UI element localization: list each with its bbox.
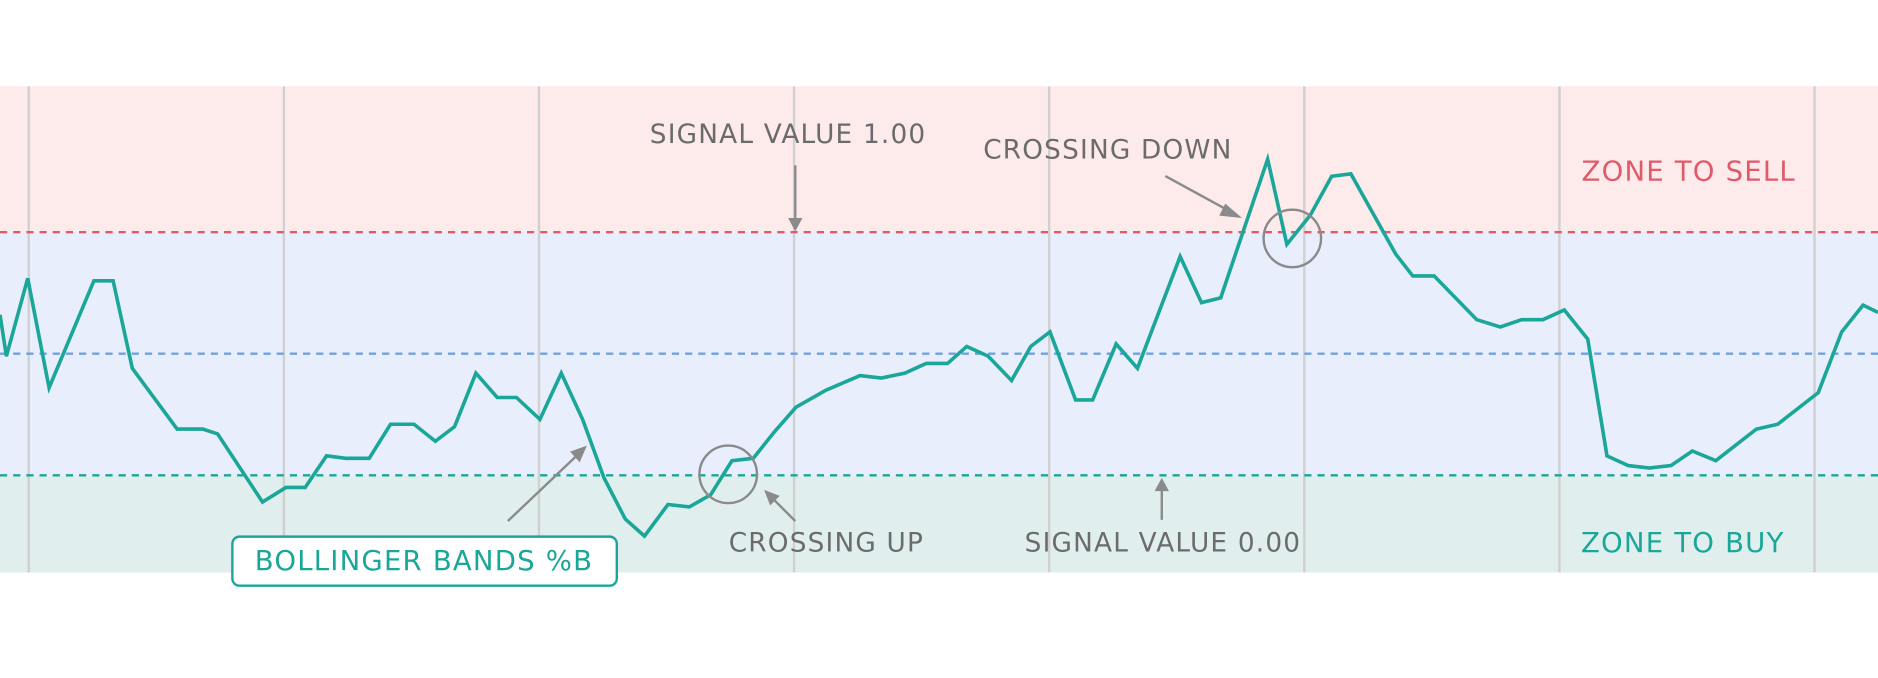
annotation: CROSSING DOWN (983, 135, 1232, 165)
annotation: SIGNAL VALUE 0.00 (1025, 528, 1302, 558)
arrow (771, 497, 797, 522)
arrow (1164, 175, 1232, 214)
annotation: CROSSING UP (729, 528, 924, 558)
highlight-circle (1262, 208, 1323, 269)
arrow-head (1219, 203, 1243, 219)
zone-label: ZONE TO SELL (1582, 156, 1796, 188)
arrow-head (570, 445, 587, 463)
highlight-circle (698, 444, 759, 505)
label-box (231, 535, 619, 587)
arrow-head (764, 489, 780, 506)
arrow-head (788, 218, 803, 232)
indicator-label: BOLLINGER BANDS %B (255, 545, 593, 577)
sell-zone (0, 86, 1878, 233)
zone-label: ZONE TO BUY (1581, 527, 1785, 559)
arrow-head (1154, 477, 1169, 492)
arrow (507, 454, 579, 522)
annotation: SIGNAL VALUE 1.00 (650, 120, 927, 150)
data-line (0, 152, 1878, 539)
